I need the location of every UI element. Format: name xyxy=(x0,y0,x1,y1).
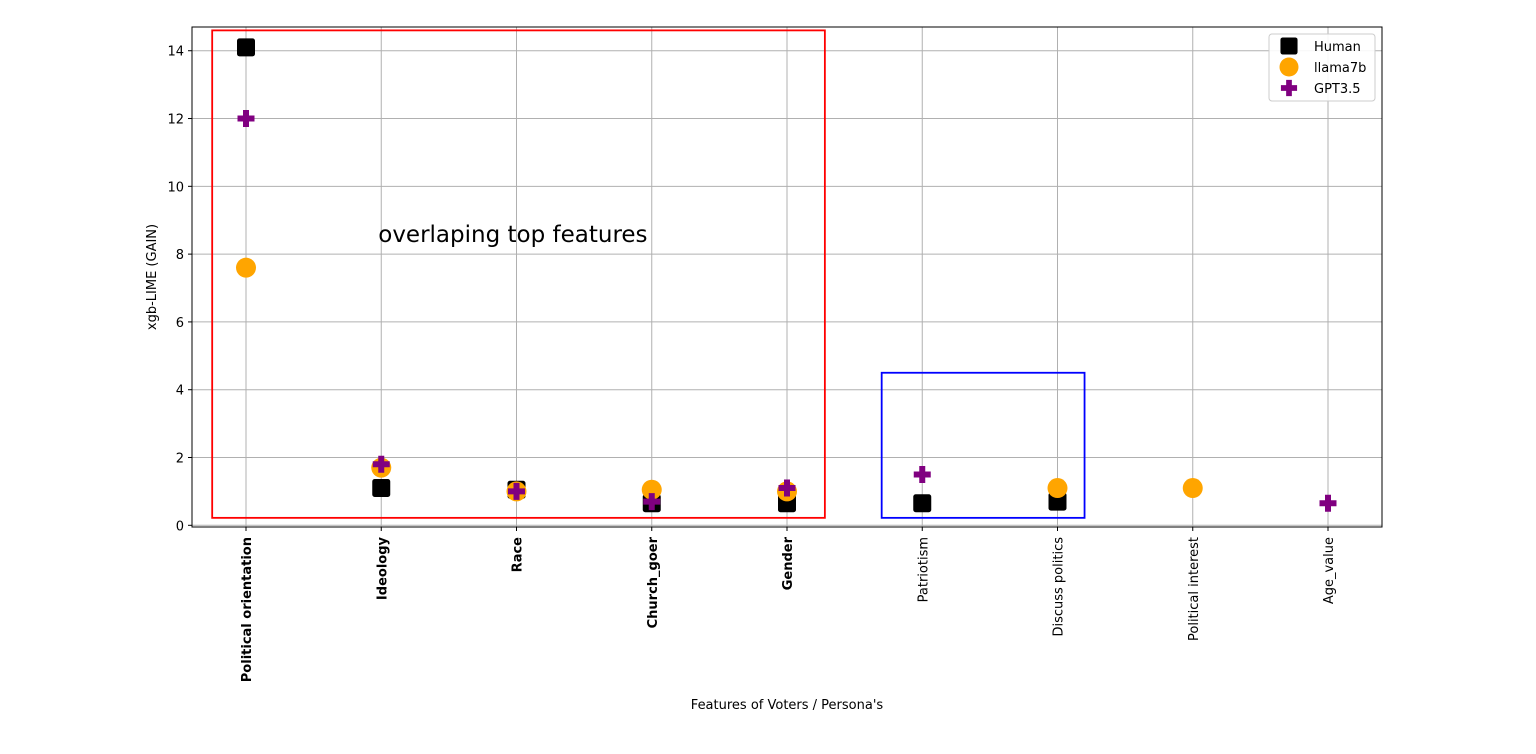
data-point-plus xyxy=(237,110,255,128)
y-tick-label: 4 xyxy=(176,384,184,399)
x-axis-label: Features of Voters / Persona's xyxy=(691,698,884,713)
y-tick-label: 12 xyxy=(167,113,184,128)
data-point-circle xyxy=(1047,478,1068,499)
data-point-square xyxy=(372,479,391,498)
legend-label: llama7b xyxy=(1314,61,1366,76)
data-point-circle xyxy=(641,479,662,500)
x-tick-label: Race xyxy=(511,537,526,572)
y-tick-label: 14 xyxy=(167,45,184,60)
data-point-square xyxy=(913,494,932,513)
y-tick-label: 8 xyxy=(176,248,184,263)
data-point-plus xyxy=(778,479,796,497)
x-tick-label: Age_value xyxy=(1322,537,1337,604)
annotation-text: overlaping top features xyxy=(378,222,647,248)
y-tick-label: 2 xyxy=(176,452,184,467)
x-tick-label: Political orientation xyxy=(240,537,255,682)
legend: Human llama7b GPT3.5 xyxy=(1268,33,1376,102)
data-point-plus xyxy=(643,493,661,511)
legend-marker-circle xyxy=(1279,57,1299,77)
y-tick-label: 10 xyxy=(167,180,184,195)
legend-marker-plus xyxy=(1280,79,1298,97)
data-point-circle xyxy=(1182,478,1203,499)
x-tick-label: Church_goer xyxy=(646,536,661,628)
highlight-box xyxy=(880,371,1086,519)
data-point-plus xyxy=(1319,494,1337,512)
grid xyxy=(192,27,1382,527)
axis-ticks: Political orientation Ideology Race Church_… xyxy=(167,45,1337,682)
legend-label: Human xyxy=(1314,40,1361,55)
y-tick-label: 0 xyxy=(176,519,184,534)
x-tick-label: Gender xyxy=(781,536,796,590)
x-tick-label: Patriotism xyxy=(916,537,931,602)
x-tick-label: Discuss politics xyxy=(1052,537,1067,637)
data-point-plus xyxy=(508,482,525,500)
legend-marker-square xyxy=(1280,37,1298,55)
highlight-boxes xyxy=(211,29,1086,519)
annotations: overlaping top features xyxy=(378,222,647,248)
x-tick-label: Ideology xyxy=(375,536,390,600)
y-axis-label: xgb-LIME (GAIN) xyxy=(145,224,160,330)
data-point-square xyxy=(237,38,255,57)
legend-label: GPT3.5 xyxy=(1314,82,1361,97)
y-tick-label: 6 xyxy=(176,316,184,331)
series-gpt3-5 xyxy=(237,110,1337,512)
data-point-square xyxy=(1048,492,1067,511)
data-point-circle xyxy=(236,257,256,278)
data-markers xyxy=(236,38,1337,513)
highlight-box xyxy=(211,29,826,519)
x-tick-label: Political interest xyxy=(1187,537,1202,641)
data-point-plus xyxy=(372,455,390,473)
data-point-plus xyxy=(913,465,931,483)
